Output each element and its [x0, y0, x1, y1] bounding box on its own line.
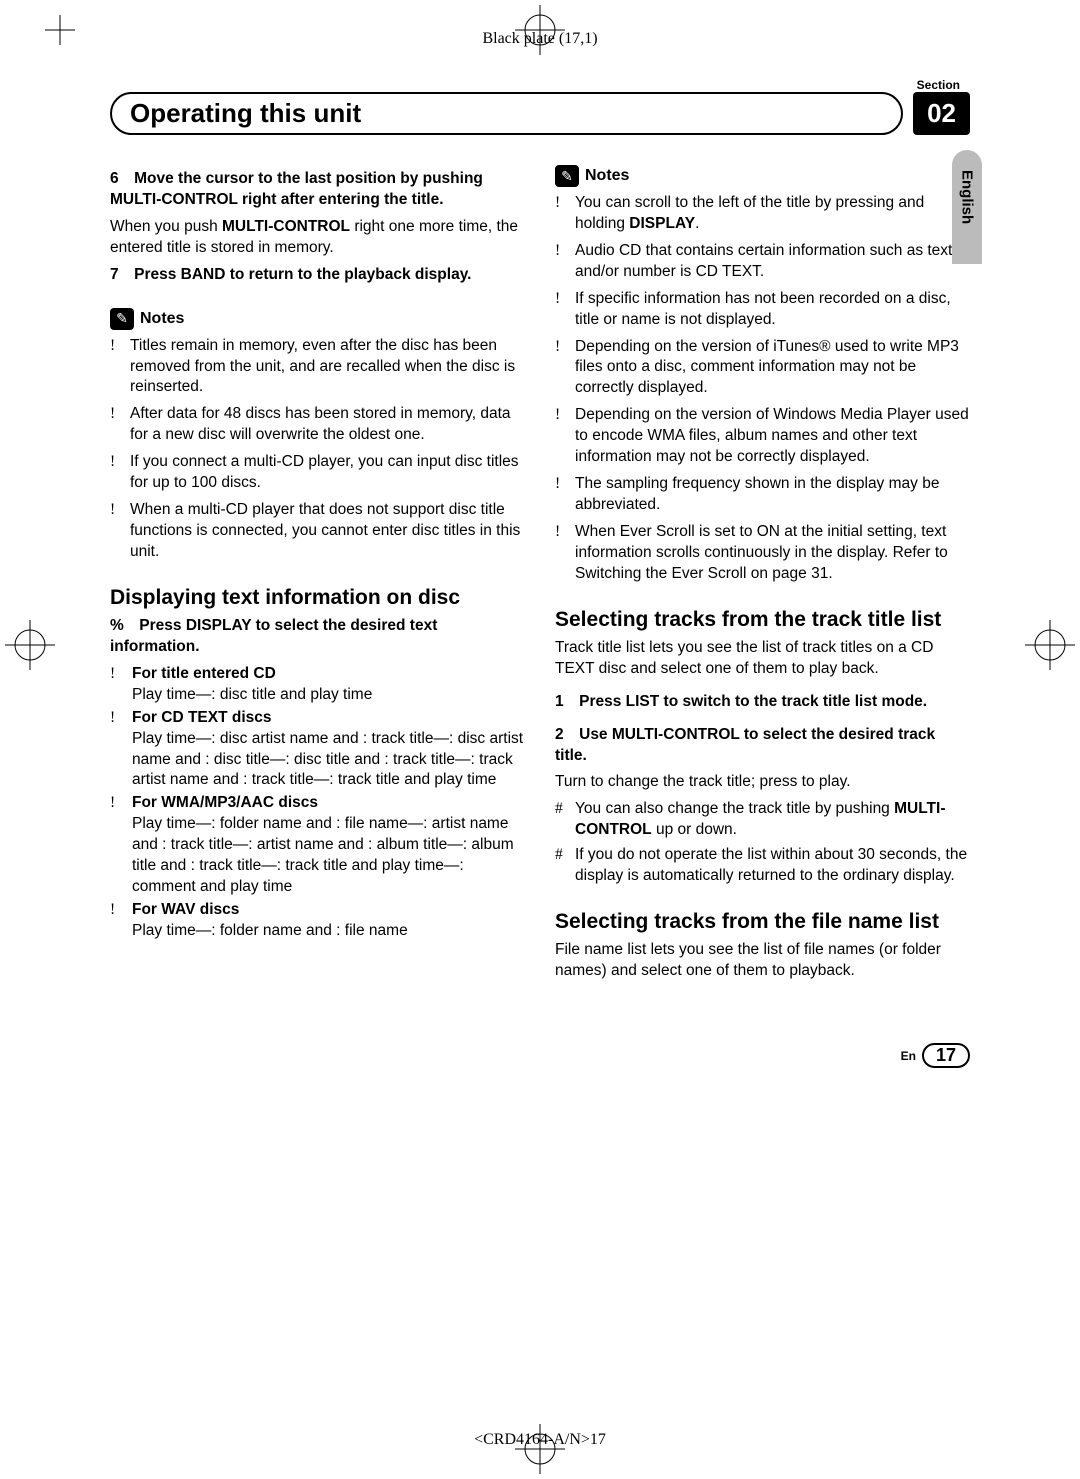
heading-track-title-list: Selecting tracks from the track title li…: [555, 607, 970, 632]
notes-badge: ✎ Notes: [555, 165, 629, 187]
footer-lang: En: [901, 1049, 916, 1063]
bullet-icon: !: [555, 522, 575, 585]
page-footer: En 17: [901, 1043, 970, 1068]
text: You can also change the track title by p…: [575, 800, 894, 817]
pencil-icon: ✎: [110, 308, 134, 330]
note-item: Audio CD that contains certain informati…: [575, 241, 970, 283]
notes-label: Notes: [140, 308, 184, 330]
heading-displaying-text: Displaying text information on disc: [110, 585, 525, 610]
track-step1: 1 Press LIST to switch to the track titl…: [555, 692, 970, 713]
bullet-icon: !: [110, 708, 132, 792]
bullet-icon: !: [555, 337, 575, 400]
note-item: Titles remain in memory, even after the …: [130, 336, 525, 399]
text: on page 31.: [746, 565, 832, 582]
note-item: If specific information has not been rec…: [575, 289, 970, 331]
black-plate-label: Black plate (17,1): [482, 30, 597, 48]
text-link: Switching the Ever Scroll: [575, 565, 746, 582]
right-column: ✎ Notes ! You can scroll to the left of …: [555, 165, 970, 988]
sub-body: Play time—: disc artist name and : track…: [132, 730, 523, 789]
bullet-icon: !: [110, 664, 132, 706]
hash-note: # You can also change the track title by…: [555, 799, 970, 841]
bullet-icon: !: [555, 474, 575, 516]
track-step2: 2 Use MULTI-CONTROL to select the desire…: [555, 725, 970, 767]
language-label: English: [959, 170, 976, 224]
note-item: After data for 48 discs has been stored …: [130, 404, 525, 446]
reg-mark-right: [1025, 620, 1075, 670]
bullet-icon: !: [110, 404, 130, 446]
notes-label: Notes: [585, 165, 629, 187]
bullet-icon: !: [110, 500, 130, 563]
hash-text: You can also change the track title by p…: [575, 799, 970, 841]
hash-icon: #: [555, 845, 575, 887]
notes-list-left: !Titles remain in memory, even after the…: [110, 336, 525, 563]
bullet-icon: !: [110, 336, 130, 399]
notes-badge: ✎ Notes: [110, 308, 184, 330]
text: When you push: [110, 218, 222, 235]
note-item: If you connect a multi-CD player, you ca…: [130, 452, 525, 494]
bullet-icon: !: [110, 900, 132, 942]
crop-corner-tl: [45, 15, 75, 50]
text: When Ever Scroll is set to ON at the ini…: [575, 523, 948, 561]
section-label: Section: [917, 78, 960, 92]
left-column: 6 Move the cursor to the last position b…: [110, 165, 525, 988]
note-item: Depending on the version of iTunes® used…: [575, 337, 970, 400]
hash-text: If you do not operate the list within ab…: [575, 845, 970, 887]
sub-heading: For WMA/MP3/AAC discs: [132, 794, 318, 811]
hash-note: # If you do not operate the list within …: [555, 845, 970, 887]
section-number: 02: [913, 92, 970, 135]
bullet-icon: !: [555, 289, 575, 331]
note-item: When a multi-CD player that does not sup…: [130, 500, 525, 563]
bullet-icon: !: [555, 241, 575, 283]
step6-body: When you push MULTI-CONTROL right one mo…: [110, 217, 525, 259]
bullet-icon: !: [555, 193, 575, 235]
hash-icon: #: [555, 799, 575, 841]
sub-heading: For title entered CD: [132, 665, 276, 682]
document-code: <CRD4164-A/N>17: [474, 1431, 606, 1449]
page-number: 17: [922, 1043, 970, 1068]
text: You can scroll to the left of the title …: [575, 194, 924, 232]
text: up or down.: [652, 821, 737, 838]
step6-heading: 6 Move the cursor to the last position b…: [110, 169, 525, 211]
notes-list-right: ! You can scroll to the left of the titl…: [555, 193, 970, 585]
language-tab: English: [952, 150, 982, 264]
disc-type-list: ! For title entered CD Play time—: disc …: [110, 664, 525, 942]
bullet-icon: !: [555, 405, 575, 468]
bullet-icon: !: [110, 452, 130, 494]
heading-file-name-list: Selecting tracks from the file name list: [555, 909, 970, 934]
pencil-icon: ✎: [555, 165, 579, 187]
sub-body: Play time—: disc title and play time: [132, 686, 372, 703]
bullet-icon: !: [110, 793, 132, 898]
text-bold: DISPLAY: [629, 215, 695, 232]
sub-body: Play time—: folder name and : file name: [132, 922, 408, 939]
reg-mark-left: [5, 620, 55, 670]
track-intro: Track title list lets you see the list o…: [555, 638, 970, 680]
note-item: You can scroll to the left of the title …: [575, 193, 970, 235]
header-bar: Operating this unit 02: [110, 92, 970, 135]
sub-heading: For WAV discs: [132, 901, 239, 918]
note-item: When Ever Scroll is set to ON at the ini…: [575, 522, 970, 585]
note-item: The sampling frequency shown in the disp…: [575, 474, 970, 516]
sub-heading: For CD TEXT discs: [132, 709, 272, 726]
text: .: [695, 215, 699, 232]
file-intro: File name list lets you see the list of …: [555, 940, 970, 982]
note-item: Depending on the version of Windows Medi…: [575, 405, 970, 468]
press-display-instruction: % Press DISPLAY to select the desired te…: [110, 616, 525, 658]
page-title: Operating this unit: [110, 92, 903, 135]
track-body: Turn to change the track title; press to…: [555, 772, 970, 793]
page-content: Section Operating this unit 02 English 6…: [110, 80, 970, 988]
sub-body: Play time—: folder name and : file name—…: [132, 815, 514, 895]
text-bold: MULTI-CONTROL: [222, 218, 350, 235]
step7-heading: 7 Press BAND to return to the playback d…: [110, 265, 525, 286]
